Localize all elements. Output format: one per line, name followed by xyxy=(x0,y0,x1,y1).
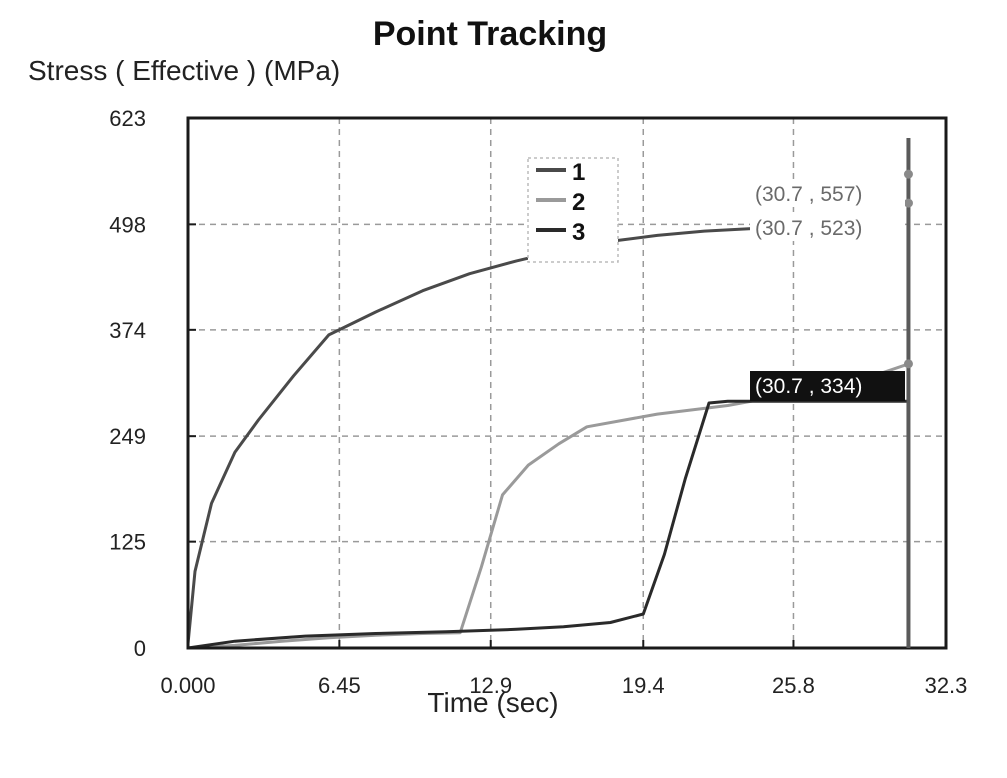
y-tick-label: 0 xyxy=(134,636,146,661)
plot-frame xyxy=(186,116,948,650)
cursor-value-label: (30.7 , 557) xyxy=(755,183,862,206)
x-tick-label: 0.000 xyxy=(160,673,215,698)
x-axis-label: Time (sec) xyxy=(427,687,558,718)
series-line-1 xyxy=(186,227,752,644)
cursor-marker xyxy=(903,359,913,369)
y-axis-label: Stress ( Effective ) (MPa) xyxy=(28,55,340,86)
chart-title: Point Tracking xyxy=(373,15,607,53)
x-tick-label: 25.8 xyxy=(772,673,815,698)
x-tick-label: 12.9 xyxy=(469,673,512,698)
y-tick-label: 249 xyxy=(109,424,146,449)
legend-label: 3 xyxy=(572,219,585,246)
axis-ticks: 0.000 6.45 12.9 19.4 25.8 32.3 0 125 249 374 498 62… xyxy=(109,106,967,698)
annotation-bg xyxy=(750,179,905,207)
x-tick-label: 32.3 xyxy=(925,673,968,698)
legend-box xyxy=(527,157,619,263)
annotations: (30.7 , 557) (30.7 , 523) (30.7 , 334) xyxy=(750,179,905,401)
x-tick-label: 6.45 xyxy=(318,673,361,698)
series-line-2 xyxy=(187,362,909,650)
cursor-layer[interactable] xyxy=(903,138,913,648)
cursor-marker xyxy=(903,169,913,179)
legend: 1 2 3 xyxy=(527,157,619,263)
annotation-highlight-box xyxy=(750,371,905,401)
y-tick-label: 125 xyxy=(109,530,146,555)
series-layer xyxy=(186,227,909,650)
y-tick-label: 623 xyxy=(109,106,146,131)
y-tick-label: 374 xyxy=(109,318,146,343)
annotation-bg xyxy=(750,213,905,241)
series-line-3 xyxy=(187,399,909,650)
cursor-value-label: (30.7 , 523) xyxy=(755,217,862,240)
legend-label: 2 xyxy=(572,189,585,216)
cursor-marker xyxy=(903,198,913,208)
x-tick-label: 19.4 xyxy=(622,673,665,698)
cursor-value-label: (30.7 , 334) xyxy=(755,375,862,398)
legend-label: 1 xyxy=(572,159,585,186)
y-tick-label: 498 xyxy=(109,212,146,237)
